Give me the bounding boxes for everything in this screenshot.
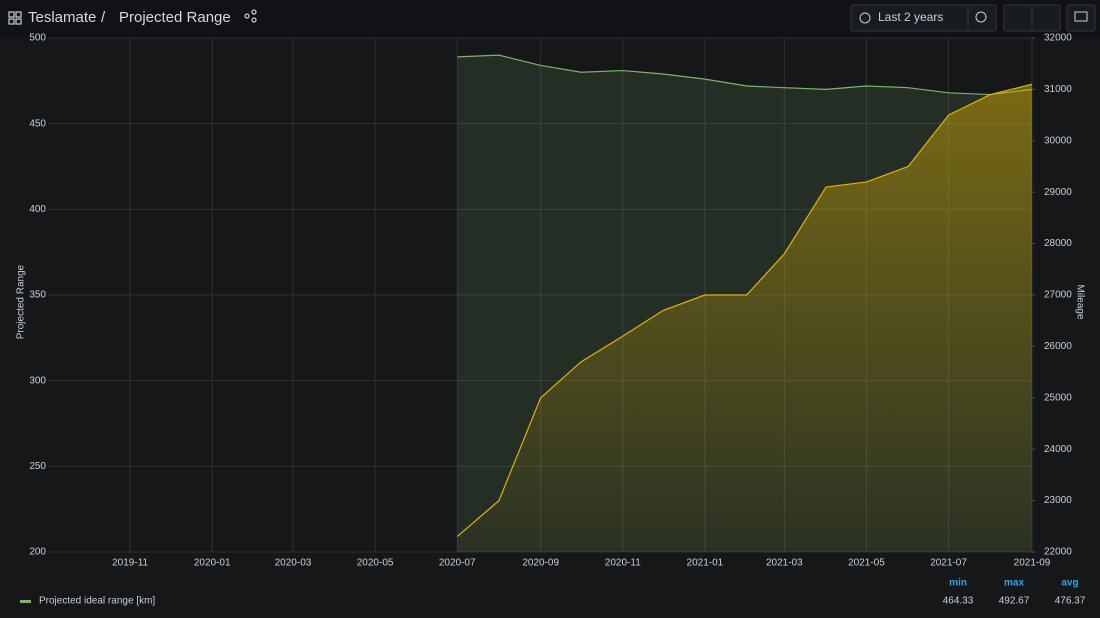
x-tick-label: 2020-03 — [275, 558, 312, 569]
y2-tick-label: 24000 — [1044, 444, 1072, 455]
legend-stat: 464.33 — [943, 596, 974, 607]
x-tick-label: 2020-01 — [194, 558, 231, 569]
tv-icon — [1074, 11, 1088, 22]
y2-tick-label: 28000 — [1044, 238, 1072, 249]
x-tick-label: 2021-03 — [766, 558, 803, 569]
share-icon[interactable] — [244, 9, 257, 23]
legend-stat: 492.67 — [999, 596, 1030, 607]
clock-icon — [859, 12, 871, 24]
zoom-icon — [975, 11, 987, 23]
dashboard-name[interactable]: Teslamate — [28, 9, 96, 26]
x-tick-label: 2020-05 — [357, 558, 394, 569]
y2-tick-label: 22000 — [1044, 547, 1072, 558]
x-tick-label: 2021-01 — [687, 558, 724, 569]
y2-tick-label: 26000 — [1044, 341, 1072, 352]
y2-tick-label: 29000 — [1044, 187, 1072, 198]
legend-column: max — [1004, 578, 1024, 589]
page-title: Projected Range — [119, 9, 231, 26]
y2-tick-label: 25000 — [1044, 392, 1072, 403]
y2-axis-label: Mileage — [1074, 284, 1085, 319]
separator: / — [101, 9, 106, 26]
y2-tick-label: 27000 — [1044, 290, 1072, 301]
x-tick-label: 2021-07 — [930, 558, 967, 569]
x-tick-label: 2019-11 — [112, 558, 148, 569]
legend-column: avg — [1061, 578, 1078, 589]
y-axis-label: Projected Range — [16, 264, 27, 339]
x-tick-label: 2021-09 — [1014, 558, 1051, 569]
series-line — [457, 54, 1033, 96]
y-tick-label: 300 — [29, 375, 46, 386]
x-tick-label: 2020-11 — [605, 558, 641, 569]
series-line — [456, 83, 1033, 538]
y2-tick-label: 32000 — [1044, 33, 1072, 44]
x-tick-label: 2020-07 — [439, 558, 476, 569]
legend-entry[interactable]: Projected ideal range [km] — [39, 596, 155, 607]
y-tick-label: 350 — [29, 290, 46, 301]
legend-stat: 476.37 — [1055, 596, 1086, 607]
y-tick-label: 200 — [29, 547, 46, 558]
x-tick-label: 2021-05 — [848, 558, 885, 569]
legend-column: min — [949, 578, 967, 589]
y2-tick-label: 23000 — [1044, 495, 1072, 506]
y-tick-label: 250 — [29, 461, 46, 472]
time-range[interactable]: Last 2 years — [878, 10, 943, 24]
tv-mode[interactable] — [1066, 4, 1096, 32]
x-tick-label: 2020-09 — [522, 558, 559, 569]
legend-swatch — [20, 600, 31, 603]
y-tick-label: 500 — [29, 33, 46, 44]
refresh-menu[interactable] — [1031, 4, 1061, 32]
y-tick-label: 400 — [29, 204, 46, 215]
y2-tick-label: 30000 — [1044, 135, 1072, 146]
refresh[interactable] — [1003, 4, 1033, 32]
y-tick-label: 450 — [29, 118, 46, 129]
grid-icon[interactable] — [8, 11, 22, 25]
area — [457, 84, 1032, 552]
zoom-out[interactable] — [967, 4, 997, 32]
y2-tick-label: 31000 — [1044, 84, 1072, 95]
